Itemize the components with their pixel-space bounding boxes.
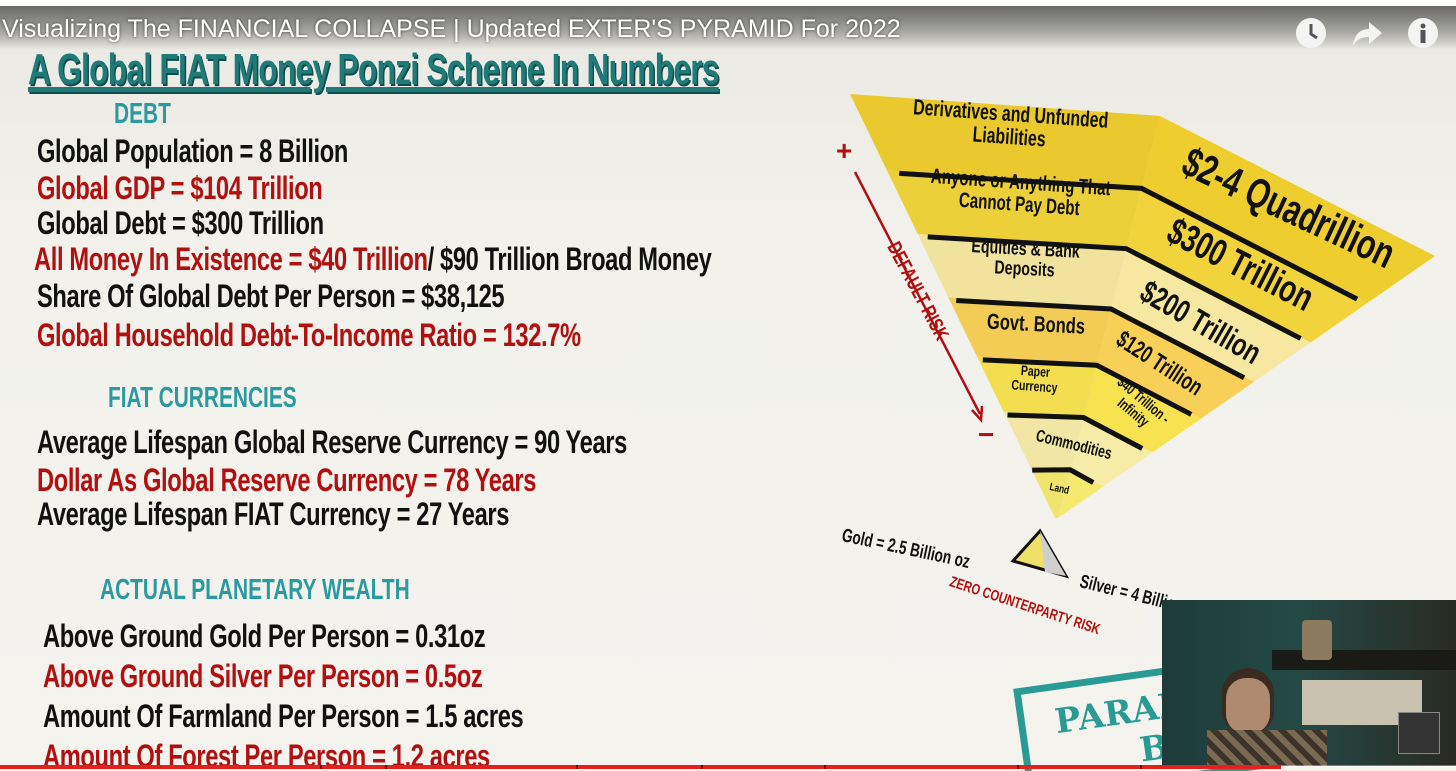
chapter-marker	[701, 765, 703, 769]
stat-line: Global Population = 8 Billion	[37, 133, 348, 169]
clock-icon[interactable]	[1295, 17, 1327, 49]
minus-sign: −	[978, 419, 995, 450]
info-icon[interactable]	[1407, 17, 1439, 49]
layer-label: Govt. Bonds	[986, 308, 1086, 339]
stat-line: Global GDP = $104 Trillion	[37, 170, 323, 206]
chapter-marker	[1140, 765, 1142, 769]
stat-line: Dollar As Global Reserve Currency = 78 Y…	[37, 462, 537, 498]
webcam-overlay	[1162, 600, 1456, 766]
pyramid-divider	[1007, 412, 1144, 451]
section-heading-fiat: FIAT CURRENCIES	[108, 382, 297, 414]
stat-line: Amount Of Farmland Per Person = 1.5 acre…	[43, 698, 524, 734]
chapter-marker	[576, 765, 578, 769]
pyramid-layer-right-face	[1141, 116, 1435, 304]
stat-line-main: All Money In Existence = $40 Trillion	[34, 241, 428, 277]
share-icon[interactable]	[1351, 17, 1383, 49]
stat-line: Above Ground Silver Per Person = 0.5oz	[43, 658, 483, 694]
progress-fill	[0, 765, 1282, 769]
pyramid-divider	[1032, 467, 1095, 485]
chapter-marker	[1017, 765, 1019, 769]
pyramid-divider	[927, 234, 1302, 341]
pyramid-layer-left-face	[948, 297, 1112, 366]
stat-line: Above Ground Gold Per Person = 0.31oz	[43, 618, 486, 654]
exter-pyramid	[850, 94, 1435, 579]
stat-line: Global Household Debt-To-Income Ratio = …	[37, 317, 581, 353]
small-pyramid-shade	[1040, 531, 1066, 576]
pyramid-layer-right-face	[1070, 417, 1153, 487]
pyramid-layer-right-face	[1096, 308, 1255, 419]
chapter-marker	[385, 765, 387, 769]
pyramid-layer-left-face	[886, 170, 1142, 249]
channel-avatar	[1398, 712, 1440, 754]
stat-line: Global Debt = $300 Trillion	[37, 205, 324, 241]
stat-line: Average Lifespan FIAT Currency = 27 Year…	[37, 496, 510, 532]
slide-headline: A Global FIAT Money Ponzi Scheme In Numb…	[28, 45, 719, 94]
pyramid-divider	[956, 298, 1246, 380]
pyramid-layer-right-face	[1111, 248, 1311, 382]
pyramid-layer-left-face	[977, 356, 1097, 418]
section-heading-wealth: ACTUAL PLANETARY WEALTH	[100, 574, 410, 606]
plus-sign: +	[836, 135, 853, 166]
chapter-marker	[320, 765, 322, 769]
stat-line-suffix: / $90 Trillion Broad Money	[427, 241, 712, 277]
section-heading-debt: DEBT	[114, 98, 171, 130]
pyramid-layer-right-face	[1126, 188, 1368, 343]
top-overlay	[0, 6, 1456, 50]
layer-label: Equities & Bank Deposits	[970, 236, 1081, 282]
pyramid-layer-left-face	[850, 94, 1160, 189]
chapter-marker	[824, 765, 826, 769]
pyramid-divider	[899, 170, 1359, 302]
pyramid-layer-left-face	[1003, 412, 1084, 470]
stat-line: All Money In Existence = $40 Trillion/ $…	[34, 241, 712, 277]
pyramid-divider	[982, 357, 1193, 417]
progress-bar[interactable]	[0, 765, 1456, 769]
layer-label: Paper Currency	[1010, 362, 1059, 396]
pyramid-layer-left-face	[1030, 467, 1071, 518]
stat-line: Share Of Global Debt Per Person = $38,12…	[37, 278, 505, 314]
stat-line: Average Lifespan Global Reserve Currency…	[37, 424, 627, 460]
pyramid-layer-left-face	[917, 233, 1127, 309]
arrow-head-icon	[971, 405, 984, 424]
default-risk-arrow	[853, 171, 982, 415]
video-player[interactable]: A Global FIAT Money Ponzi Scheme In Numb…	[0, 6, 1456, 771]
video-title[interactable]: Visualizing The FINANCIAL COLLAPSE | Upd…	[2, 15, 901, 43]
